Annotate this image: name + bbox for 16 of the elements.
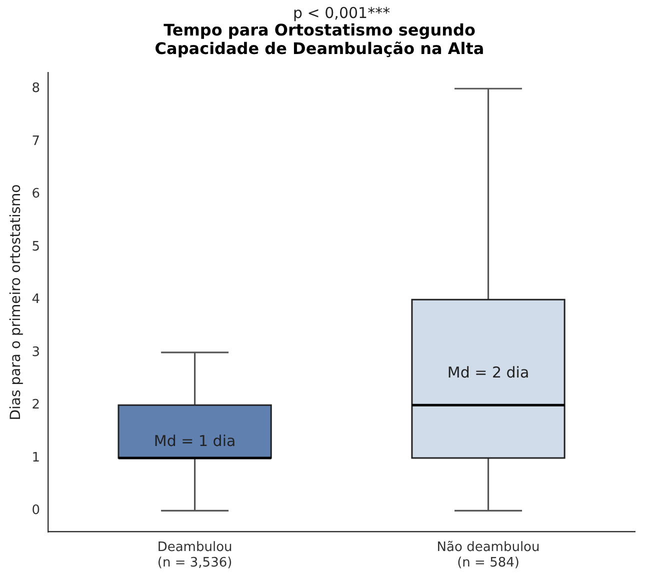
y-axis-title: Dias para o primeiro ortostatismo: [8, 184, 24, 420]
y-tick-label: 1: [32, 450, 40, 466]
y-tick-label: 2: [32, 398, 40, 413]
y-tick-label: 7: [32, 134, 40, 149]
y-tick-label: 4: [32, 292, 40, 308]
annotation: Md = 2 dia: [447, 363, 530, 382]
x-tick-label: Não deambulou (n = 584): [436, 540, 540, 571]
chart-title: Tempo para Ortostatismo segundo Capacidade de Deambulação na Alta: [154, 20, 484, 58]
y-tick-label: 0: [32, 503, 40, 518]
y-tick-label: 8: [32, 81, 40, 96]
text: p < 0,001***: [292, 4, 391, 22]
y-tick-label: 3: [32, 344, 40, 360]
y-tick-label: 6: [32, 186, 40, 202]
y-tick-label: 5: [32, 239, 40, 254]
x-tick-label: Deambulou (n = 3,536): [157, 540, 232, 571]
annotation: Md = 1 dia: [154, 432, 236, 450]
